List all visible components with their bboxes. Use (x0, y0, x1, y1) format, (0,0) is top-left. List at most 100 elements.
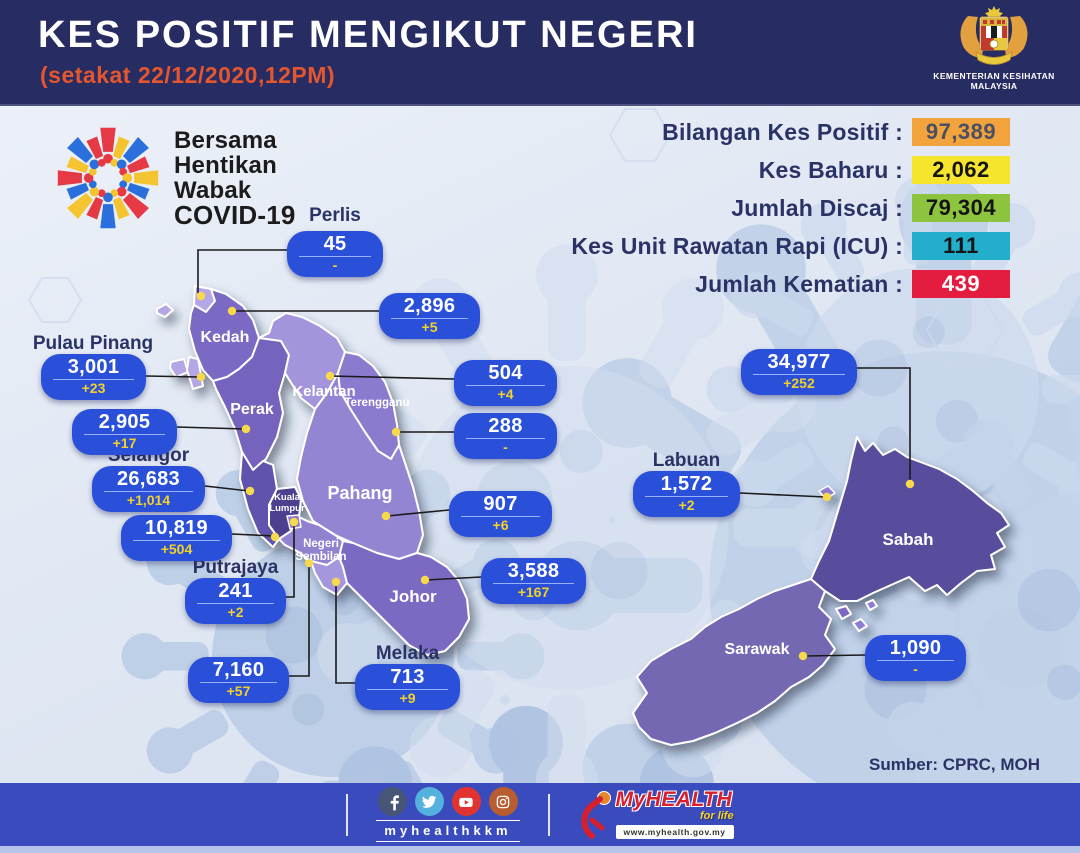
case-count: 713 (390, 666, 425, 688)
leader-lines (145, 249, 911, 684)
campaign-line1: Bersama (174, 127, 277, 154)
state-shape-penang-island (169, 358, 189, 378)
footer-bar: myhealthkkm MyHEALTH for life www.myheal… (0, 783, 1080, 846)
stat-row-discharged: Jumlah Discaj : 79,304 (540, 194, 1010, 222)
map-label-terengganu: Terengganu (345, 397, 410, 409)
campaign-line4: COVID-19 (174, 200, 296, 230)
case-delta: +5 (391, 318, 468, 335)
facebook-icon[interactable] (377, 787, 407, 816)
summary-stats-panel: Bilangan Kes Positif : 97,389 Kes Baharu… (540, 118, 1010, 308)
source-note: Sumber: CPRC, MOH (869, 755, 1040, 774)
campaign-line3: Wabak (174, 177, 252, 204)
case-badge-putrajaya: 241 +2 (185, 578, 286, 624)
stat-value: 79,304 (912, 194, 1010, 222)
ministry-crest-block: KEMENTERIAN KESIHATAN MALAYSIA (930, 4, 1058, 91)
social-icons-row (377, 787, 518, 816)
stat-label: Kes Baharu : (758, 156, 903, 183)
stat-label: Jumlah Discaj : (731, 194, 903, 221)
stat-label: Jumlah Kematian : (695, 270, 903, 297)
stat-value: 97,389 (912, 118, 1010, 146)
case-badge-sarawak: 1,090 - (865, 635, 966, 681)
case-delta: +2 (645, 496, 728, 513)
case-count: 1,572 (660, 473, 713, 495)
ministry-name-line1: KEMENTERIAN KESIHATAN (933, 71, 1055, 81)
myhealth-tagline: for life (699, 809, 734, 822)
social-handle[interactable]: myhealthkkm (376, 820, 520, 842)
case-badge-perlis: 45 - (287, 231, 383, 277)
case-delta: +9 (367, 689, 448, 706)
state-shape-pahang (296, 372, 424, 560)
case-count: 2,896 (403, 295, 456, 317)
state-marker-dots (196, 291, 915, 661)
campaign-line2: Hentikan (174, 152, 277, 179)
instagram-icon[interactable] (488, 787, 518, 816)
stat-value: 111 (912, 232, 1010, 260)
case-badge-pulau-pinang: 3,001 +23 (41, 354, 146, 400)
stat-row-positive: Bilangan Kes Positif : 97,389 (540, 118, 1010, 146)
myhealth-logo-block[interactable]: MyHEALTH for life www.myhealth.gov.my (578, 787, 734, 840)
case-count: 288 (488, 415, 523, 437)
case-count: 2,905 (98, 411, 151, 433)
case-count: 7,160 (212, 659, 265, 681)
case-badge-terengganu: 288 - (454, 413, 557, 459)
case-count: 26,683 (117, 468, 180, 490)
case-count: 241 (218, 580, 253, 602)
stat-row-new-cases: Kes Baharu : 2,062 (540, 156, 1010, 184)
case-badge-perak: 2,905 +17 (72, 409, 177, 455)
state-shape-langkawi (156, 303, 174, 318)
case-delta: +4 (466, 385, 545, 402)
case-delta: +252 (753, 374, 845, 391)
island-shape (852, 618, 868, 632)
state-shape-johor (338, 540, 470, 656)
island-shape (835, 605, 852, 620)
case-badge-selangor: 26,683 +1,014 (92, 466, 205, 512)
bersama-hentikan-wabak-starburst-icon (57, 127, 159, 229)
case-delta: +2 (197, 603, 274, 620)
campaign-text: Bersama Hentikan Wabak COVID-19 (174, 128, 296, 228)
case-delta: +1,014 (104, 491, 193, 508)
state-name-perlis: Perlis (309, 205, 361, 226)
campaign-logo-block: Bersama Hentikan Wabak COVID-19 (52, 122, 296, 234)
map-label-pahang: Pahang (327, 483, 392, 503)
myhealth-brand-text: MyHEALTH (615, 787, 733, 811)
case-badge-negeri-sembilan: 7,160 +57 (188, 657, 289, 703)
map-label-sarawak: Sarawak (725, 641, 790, 658)
map-label-kedah: Kedah (201, 329, 250, 346)
map-label-sabah: Sabah (882, 530, 933, 549)
case-count: 3,588 (507, 560, 560, 582)
map-label-johor: Johor (389, 587, 437, 606)
case-badge-johor: 3,588 +167 (481, 558, 586, 604)
myhealth-url[interactable]: www.myhealth.gov.my (615, 824, 734, 839)
state-name-melaka: Melaka (375, 643, 440, 664)
case-delta: +167 (493, 583, 574, 600)
case-count: 1,090 (889, 637, 942, 659)
stat-value: 2,062 (912, 156, 1010, 184)
stat-row-deaths: Jumlah Kematian : 439 (540, 270, 1010, 298)
case-delta: +17 (84, 434, 165, 451)
case-count: 34,977 (767, 351, 831, 373)
map-label-kl-line2: Lumpur (269, 503, 305, 514)
map-label-kelantan: Kelantan (292, 383, 355, 400)
case-delta: +23 (53, 379, 134, 396)
page-title: KES POSITIF MENGIKUT NEGERI (38, 14, 698, 56)
case-delta: - (466, 438, 545, 455)
state-shape-penang-mainland (186, 356, 204, 390)
case-delta: - (877, 660, 954, 677)
case-badge-kedah: 2,896 +5 (379, 293, 480, 339)
stat-label: Kes Unit Rawatan Rapi (ICU) : (571, 232, 903, 259)
stat-label: Bilangan Kes Positif : (662, 118, 903, 145)
case-count: 504 (488, 362, 523, 384)
twitter-icon[interactable] (414, 787, 444, 816)
case-badge-labuan: 1,572 +2 (633, 471, 740, 517)
stat-value: 439 (912, 270, 1010, 298)
map-label-perak: Perak (230, 401, 274, 418)
page-subtitle: (setakat 22/12/2020,12PM) (40, 62, 336, 88)
map-label-n9-line2: Sembilan (295, 551, 346, 563)
case-count: 3,001 (67, 356, 120, 378)
case-delta: +504 (133, 540, 220, 557)
youtube-icon[interactable] (451, 787, 481, 816)
header-bar: KES POSITIF MENGIKUT NEGERI (setakat 22/… (0, 0, 1080, 106)
state-name-pulau-pinang: Pulau Pinang (32, 333, 154, 354)
case-badge-kelantan: 504 +4 (454, 360, 557, 406)
case-delta: +57 (200, 682, 277, 699)
